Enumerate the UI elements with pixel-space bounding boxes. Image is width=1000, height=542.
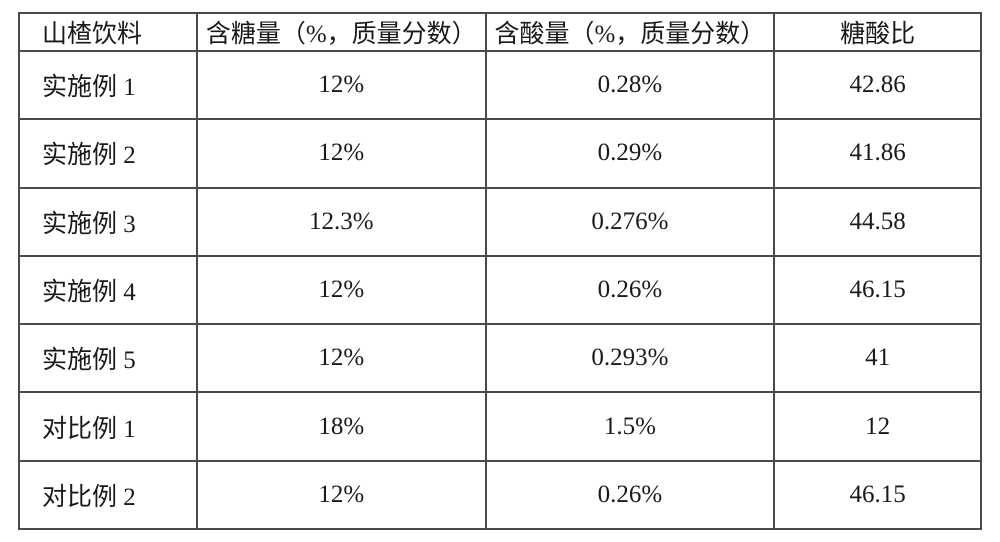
cell-beverage: 对比例 2 [19,461,197,529]
cell-acid: 0.26% [486,461,775,529]
table-row: 实施例 3 12.3% 0.276% 44.58 [19,188,981,256]
table-row: 对比例 2 12% 0.26% 46.15 [19,461,981,529]
cell-acid: 1.5% [486,392,775,460]
cell-sugar: 12% [197,256,486,324]
cell-beverage: 实施例 5 [19,324,197,392]
cell-acid: 0.293% [486,324,775,392]
table-row: 对比例 1 18% 1.5% 12 [19,392,981,460]
col-header-beverage: 山楂饮料 [19,13,197,51]
data-table: 山楂饮料 含糖量（%，质量分数） 含酸量（%，质量分数） 糖酸比 实施例 1 1… [18,12,982,530]
table-row: 实施例 2 12% 0.29% 41.86 [19,119,981,187]
cell-beverage: 对比例 1 [19,392,197,460]
col-header-ratio: 糖酸比 [774,13,981,51]
cell-ratio: 46.15 [774,461,981,529]
cell-ratio: 41.86 [774,119,981,187]
table-row: 实施例 5 12% 0.293% 41 [19,324,981,392]
col-header-sugar: 含糖量（%，质量分数） [197,13,486,51]
cell-beverage: 实施例 2 [19,119,197,187]
table-header-row: 山楂饮料 含糖量（%，质量分数） 含酸量（%，质量分数） 糖酸比 [19,13,981,51]
cell-ratio: 12 [774,392,981,460]
cell-acid: 0.26% [486,256,775,324]
cell-sugar: 12.3% [197,188,486,256]
table-row: 实施例 4 12% 0.26% 46.15 [19,256,981,324]
cell-ratio: 44.58 [774,188,981,256]
cell-acid: 0.28% [486,51,775,119]
cell-ratio: 41 [774,324,981,392]
cell-sugar: 18% [197,392,486,460]
cell-beverage: 实施例 4 [19,256,197,324]
cell-beverage: 实施例 3 [19,188,197,256]
cell-ratio: 42.86 [774,51,981,119]
cell-sugar: 12% [197,324,486,392]
cell-ratio: 46.15 [774,256,981,324]
cell-sugar: 12% [197,461,486,529]
cell-beverage: 实施例 1 [19,51,197,119]
table-row: 实施例 1 12% 0.28% 42.86 [19,51,981,119]
cell-acid: 0.29% [486,119,775,187]
cell-sugar: 12% [197,51,486,119]
cell-acid: 0.276% [486,188,775,256]
col-header-acid: 含酸量（%，质量分数） [486,13,775,51]
cell-sugar: 12% [197,119,486,187]
